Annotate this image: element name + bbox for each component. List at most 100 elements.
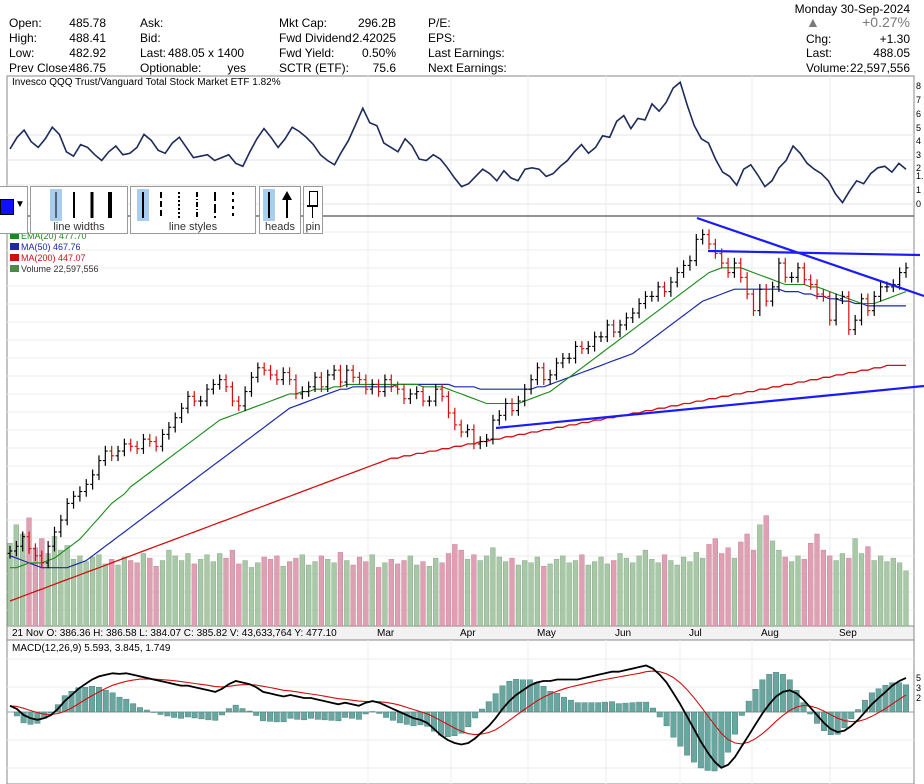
ratio-tick-label: 0 bbox=[916, 199, 921, 209]
macd-histogram-bar bbox=[314, 711, 321, 720]
macd-histogram-bar bbox=[424, 711, 431, 727]
volume-bar bbox=[39, 538, 45, 627]
pin-icon[interactable] bbox=[307, 191, 319, 219]
line-style-longdash[interactable] bbox=[209, 189, 221, 221]
macd-histogram-bar bbox=[821, 711, 827, 731]
volume-bar bbox=[210, 561, 216, 627]
volume-bar bbox=[236, 563, 242, 627]
head-none[interactable] bbox=[263, 189, 275, 221]
volume-bar bbox=[382, 562, 388, 627]
volume-bar bbox=[388, 559, 394, 627]
line-style-solid[interactable] bbox=[137, 189, 149, 221]
macd-histogram-bar bbox=[492, 693, 499, 713]
macd-histogram-bar bbox=[533, 682, 540, 713]
volume-bar bbox=[865, 546, 871, 627]
color-swatch[interactable] bbox=[0, 199, 14, 215]
chevron-down-icon[interactable]: ▼ bbox=[15, 199, 25, 210]
macd-histogram-bar bbox=[615, 703, 622, 713]
volume-bar bbox=[833, 560, 839, 627]
macd-histogram-bar bbox=[506, 681, 513, 713]
macd-histogram-bar bbox=[164, 711, 171, 717]
line-style-dash[interactable] bbox=[155, 189, 167, 221]
volume-bar bbox=[820, 549, 827, 627]
support-trendline[interactable] bbox=[495, 384, 924, 430]
macd-histogram-bar bbox=[663, 711, 670, 727]
volume-bar bbox=[452, 544, 458, 627]
volume-bar bbox=[846, 557, 852, 627]
macd-histogram-bar bbox=[109, 692, 116, 713]
volume-bar bbox=[356, 556, 363, 627]
ask-label: Ask: bbox=[140, 16, 164, 30]
line-style-sparse[interactable] bbox=[227, 189, 239, 221]
volume-bar bbox=[376, 567, 382, 627]
macd-histogram-bar bbox=[677, 711, 684, 747]
macd-histogram-bar bbox=[157, 711, 164, 715]
line-styles-group: line styles bbox=[130, 186, 256, 234]
volume-bar bbox=[134, 562, 140, 627]
volume-bar bbox=[814, 533, 820, 627]
macd-histogram-bar bbox=[855, 709, 862, 713]
volume-bar bbox=[515, 564, 522, 627]
volume-bar bbox=[458, 549, 464, 627]
volume-bar bbox=[426, 566, 433, 627]
macd-histogram-bar bbox=[294, 711, 301, 720]
arrow-head-icon[interactable] bbox=[281, 189, 293, 221]
macd-histogram-bar bbox=[903, 684, 909, 713]
legend-ema20: EMA(20) 477.70 bbox=[21, 231, 87, 241]
trendlines[interactable] bbox=[495, 216, 924, 430]
macd-histogram-bar bbox=[267, 711, 273, 722]
ratio-tick-label: 4 bbox=[916, 136, 921, 146]
line-style-dot[interactable] bbox=[173, 189, 185, 221]
volume-bar bbox=[579, 554, 585, 627]
macd-histogram-bar bbox=[882, 685, 889, 713]
volume-bar bbox=[738, 541, 744, 627]
macd-histogram-bar bbox=[390, 711, 396, 721]
up-arrow-icon: ▲ bbox=[806, 14, 820, 30]
macd-histogram-bar bbox=[355, 711, 362, 720]
fwd-dividend-label: Fwd Dividend: bbox=[279, 31, 356, 45]
line-width-1[interactable] bbox=[50, 189, 62, 221]
macd-histogram-bar bbox=[472, 711, 479, 719]
macd-histogram-bar bbox=[684, 711, 691, 756]
macd-tick-label: 5 bbox=[916, 673, 921, 683]
macd-histogram-bar bbox=[253, 711, 260, 716]
macd-histogram-bar bbox=[574, 702, 581, 713]
macd-histogram-bar bbox=[738, 711, 745, 716]
macd-histogram-bar bbox=[629, 702, 636, 713]
ratio-line bbox=[9, 80, 907, 204]
line-width-3[interactable] bbox=[86, 189, 98, 221]
color-picker[interactable]: ▼ bbox=[0, 186, 28, 234]
quote-header: Open: 485.78 High: 488.41 Low: 482.92 Pr… bbox=[0, 0, 924, 76]
volume-bar bbox=[153, 566, 159, 627]
volume-bar bbox=[7, 543, 13, 627]
volume-bar bbox=[681, 556, 687, 627]
volume-bar bbox=[712, 538, 718, 627]
macd-histogram-bar bbox=[711, 711, 718, 772]
macd-histogram-bar bbox=[807, 711, 814, 715]
volume-bar bbox=[592, 561, 598, 627]
macd-histogram-bar bbox=[622, 702, 629, 713]
resistance-trendline[interactable] bbox=[696, 216, 924, 298]
pe-label: P/E: bbox=[428, 16, 451, 30]
macd-histogram-bar bbox=[636, 701, 643, 713]
horizontal-trendline[interactable] bbox=[707, 249, 921, 257]
macd-histogram-bar bbox=[540, 686, 547, 713]
ratio-tick-label: 3 bbox=[916, 150, 921, 160]
volume-bar bbox=[642, 549, 649, 627]
line-width-4[interactable] bbox=[104, 189, 116, 221]
volume-bar bbox=[655, 562, 661, 627]
macd-histogram-bar bbox=[834, 711, 841, 735]
macd-histogram-bar bbox=[896, 682, 903, 713]
sctr-label: SCTR (ETF): bbox=[279, 61, 349, 75]
volume-bar bbox=[83, 561, 89, 627]
macd-histogram-bar bbox=[759, 679, 766, 713]
macd-histogram-bar bbox=[588, 702, 595, 713]
line-width-2[interactable] bbox=[68, 189, 80, 221]
volume-bar bbox=[528, 562, 534, 627]
price-bars bbox=[7, 229, 909, 569]
volume-bar bbox=[827, 555, 833, 627]
macd-histogram-bar bbox=[786, 679, 793, 713]
line-style-dashdot[interactable] bbox=[191, 189, 203, 221]
heads-group: heads bbox=[259, 186, 301, 234]
